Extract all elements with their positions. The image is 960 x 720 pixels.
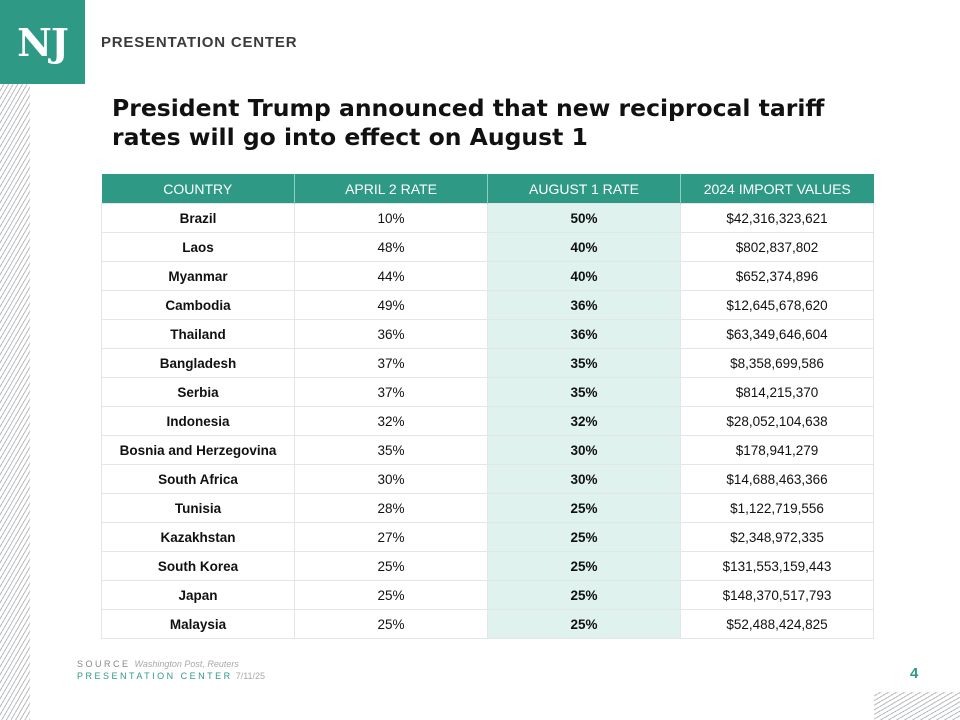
- footer-date: 7/11/25: [235, 671, 266, 681]
- table-row: Tunisia 28% 25% $1,122,719,556: [101, 493, 874, 523]
- country-cell: Japan: [101, 580, 295, 610]
- import-value-cell: $178,941,279: [680, 435, 874, 465]
- august-rate-cell: 25%: [487, 522, 681, 552]
- import-value-cell: $42,316,323,621: [680, 203, 874, 233]
- table-row: Laos 48% 40% $802,837,802: [101, 232, 874, 262]
- import-value-cell: $2,348,972,335: [680, 522, 874, 552]
- decorative-hatch-bottom-right: [874, 692, 960, 720]
- tariff-table: COUNTRY APRIL 2 RATE AUGUST 1 RATE 2024 …: [101, 174, 874, 639]
- august-rate-cell: 30%: [487, 464, 681, 494]
- nj-logo: NJ: [0, 0, 85, 84]
- april-rate-cell: 32%: [294, 406, 488, 436]
- table-body: Brazil 10% 50% $42,316,323,621 Laos 48% 40% $80…: [101, 203, 874, 639]
- august-rate-cell: 35%: [487, 348, 681, 378]
- column-header-april-rate: APRIL 2 RATE: [294, 174, 488, 204]
- table-header-row: COUNTRY APRIL 2 RATE AUGUST 1 RATE 2024 …: [101, 174, 874, 204]
- april-rate-cell: 36%: [294, 319, 488, 349]
- column-header-august-rate: AUGUST 1 RATE: [487, 174, 681, 204]
- table-row: Brazil 10% 50% $42,316,323,621: [101, 203, 874, 233]
- country-cell: South Africa: [101, 464, 295, 494]
- april-rate-cell: 25%: [294, 580, 488, 610]
- slide-title: President Trump announced that new recip…: [112, 94, 825, 151]
- country-cell: Tunisia: [101, 493, 295, 523]
- april-rate-cell: 27%: [294, 522, 488, 552]
- page-number: 4: [910, 665, 919, 682]
- april-rate-cell: 25%: [294, 609, 488, 639]
- country-cell: Laos: [101, 232, 295, 262]
- import-value-cell: $12,645,678,620: [680, 290, 874, 320]
- august-rate-cell: 25%: [487, 493, 681, 523]
- import-value-cell: $1,122,719,556: [680, 493, 874, 523]
- april-rate-cell: 49%: [294, 290, 488, 320]
- april-rate-cell: 48%: [294, 232, 488, 262]
- table-row: Japan 25% 25% $148,370,517,793: [101, 580, 874, 610]
- source-line: SOURCE Washington Post, Reuters: [77, 659, 239, 669]
- april-rate-cell: 37%: [294, 348, 488, 378]
- import-value-cell: $14,688,463,366: [680, 464, 874, 494]
- table-row: Myanmar 44% 40% $652,374,896: [101, 261, 874, 291]
- source-value: Washington Post, Reuters: [134, 659, 239, 669]
- country-cell: Serbia: [101, 377, 295, 407]
- footer-center-label: PRESENTATION CENTER: [77, 671, 233, 681]
- april-rate-cell: 44%: [294, 261, 488, 291]
- august-rate-cell: 30%: [487, 435, 681, 465]
- import-value-cell: $52,488,424,825: [680, 609, 874, 639]
- august-rate-cell: 25%: [487, 580, 681, 610]
- april-rate-cell: 28%: [294, 493, 488, 523]
- table-row: Thailand 36% 36% $63,349,646,604: [101, 319, 874, 349]
- table-row: Kazakhstan 27% 25% $2,348,972,335: [101, 522, 874, 552]
- import-value-cell: $802,837,802: [680, 232, 874, 262]
- country-cell: Bangladesh: [101, 348, 295, 378]
- august-rate-cell: 36%: [487, 290, 681, 320]
- import-value-cell: $148,370,517,793: [680, 580, 874, 610]
- import-value-cell: $814,215,370: [680, 377, 874, 407]
- country-cell: Indonesia: [101, 406, 295, 436]
- august-rate-cell: 40%: [487, 261, 681, 291]
- table-row: Cambodia 49% 36% $12,645,678,620: [101, 290, 874, 320]
- decorative-hatch-left: [0, 84, 30, 720]
- country-cell: Brazil: [101, 203, 295, 233]
- table-row: Bangladesh 37% 35% $8,358,699,586: [101, 348, 874, 378]
- country-cell: Bosnia and Herzegovina: [101, 435, 295, 465]
- august-rate-cell: 25%: [487, 609, 681, 639]
- footer-line: PRESENTATION CENTER 7/11/25: [77, 671, 265, 681]
- april-rate-cell: 35%: [294, 435, 488, 465]
- import-value-cell: $63,349,646,604: [680, 319, 874, 349]
- import-value-cell: $8,358,699,586: [680, 348, 874, 378]
- table-row: Serbia 37% 35% $814,215,370: [101, 377, 874, 407]
- table-row: Bosnia and Herzegovina 35% 30% $178,941,279: [101, 435, 874, 465]
- april-rate-cell: 10%: [294, 203, 488, 233]
- august-rate-cell: 40%: [487, 232, 681, 262]
- import-value-cell: $131,553,159,443: [680, 551, 874, 581]
- august-rate-cell: 35%: [487, 377, 681, 407]
- country-cell: South Korea: [101, 551, 295, 581]
- august-rate-cell: 36%: [487, 319, 681, 349]
- table-row: Malaysia 25% 25% $52,488,424,825: [101, 609, 874, 639]
- country-cell: Myanmar: [101, 261, 295, 291]
- import-value-cell: $28,052,104,638: [680, 406, 874, 436]
- table-row: Indonesia 32% 32% $28,052,104,638: [101, 406, 874, 436]
- august-rate-cell: 25%: [487, 551, 681, 581]
- august-rate-cell: 32%: [487, 406, 681, 436]
- country-cell: Thailand: [101, 319, 295, 349]
- table-row: South Korea 25% 25% $131,553,159,443: [101, 551, 874, 581]
- column-header-import-values: 2024 IMPORT VALUES: [680, 174, 874, 204]
- april-rate-cell: 37%: [294, 377, 488, 407]
- table-row: South Africa 30% 30% $14,688,463,366: [101, 464, 874, 494]
- country-cell: Malaysia: [101, 609, 295, 639]
- august-rate-cell: 50%: [487, 203, 681, 233]
- logo-text: NJ: [17, 19, 69, 65]
- april-rate-cell: 30%: [294, 464, 488, 494]
- import-value-cell: $652,374,896: [680, 261, 874, 291]
- section-label: PRESENTATION CENTER: [101, 34, 298, 51]
- column-header-country: COUNTRY: [101, 174, 295, 204]
- country-cell: Cambodia: [101, 290, 295, 320]
- source-label: SOURCE: [77, 659, 131, 669]
- country-cell: Kazakhstan: [101, 522, 295, 552]
- april-rate-cell: 25%: [294, 551, 488, 581]
